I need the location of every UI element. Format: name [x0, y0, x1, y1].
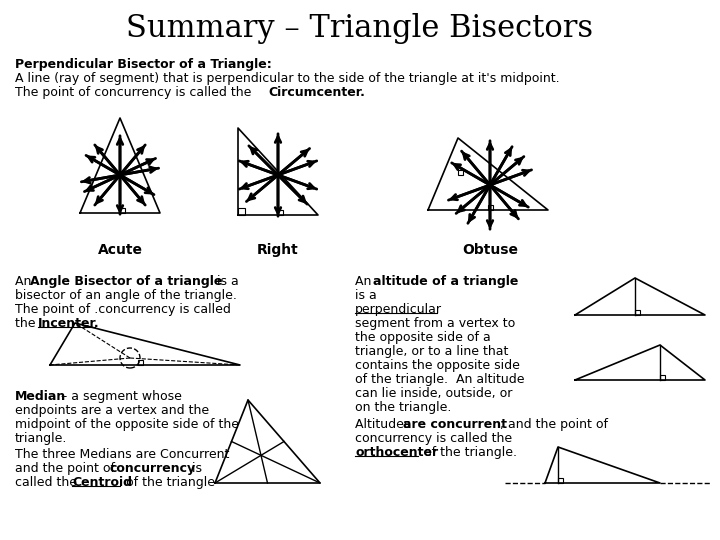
Text: called the: called the [15, 476, 81, 489]
Text: Right: Right [257, 243, 299, 257]
Text: A line (ray of segment) that is perpendicular to the side of the triangle at it': A line (ray of segment) that is perpendi… [15, 72, 559, 85]
Text: endpoints are a vertex and the: endpoints are a vertex and the [15, 404, 209, 417]
Text: Acute: Acute [97, 243, 143, 257]
Text: segment from a vertex to: segment from a vertex to [355, 317, 516, 330]
Text: bisector of an angle of the triangle.: bisector of an angle of the triangle. [15, 289, 237, 302]
Text: triangle.: triangle. [15, 432, 68, 445]
Text: concurrency: concurrency [110, 462, 196, 475]
Text: An: An [15, 275, 35, 288]
Text: are concurrent: are concurrent [403, 418, 507, 431]
Text: , and the point of: , and the point of [500, 418, 608, 431]
Text: altitude of a triangle: altitude of a triangle [373, 275, 518, 288]
Text: Incenter.: Incenter. [38, 317, 99, 330]
Text: An: An [355, 275, 375, 288]
Text: of the triangle.  An altitude: of the triangle. An altitude [355, 373, 524, 386]
Text: Median: Median [15, 390, 66, 403]
Text: is a: is a [355, 289, 377, 302]
Text: Angle Bisector of a triangle: Angle Bisector of a triangle [30, 275, 222, 288]
Text: triangle, or to a line that: triangle, or to a line that [355, 345, 508, 358]
Text: concurrency is called the: concurrency is called the [355, 432, 512, 445]
Text: Summary – Triangle Bisectors: Summary – Triangle Bisectors [127, 12, 593, 44]
Text: Circumcenter.: Circumcenter. [268, 86, 365, 99]
Text: midpoint of the opposite side of the: midpoint of the opposite side of the [15, 418, 239, 431]
Text: on the triangle.: on the triangle. [355, 401, 451, 414]
Text: The point of concurrency is called the: The point of concurrency is called the [15, 86, 256, 99]
Text: contains the opposite side: contains the opposite side [355, 359, 520, 372]
Text: the: the [15, 317, 40, 330]
Text: is a: is a [213, 275, 239, 288]
Text: Obtuse: Obtuse [462, 243, 518, 257]
Text: Perpendicular Bisector of a Triangle:: Perpendicular Bisector of a Triangle: [15, 58, 271, 71]
Text: The three Medians are Concurrent: The three Medians are Concurrent [15, 448, 230, 461]
Text: Altitudes: Altitudes [355, 418, 415, 431]
Text: orthocenter: orthocenter [355, 446, 438, 459]
Text: of the triangle: of the triangle [122, 476, 215, 489]
Text: of the triangle.: of the triangle. [420, 446, 517, 459]
Text: and the point of: and the point of [15, 462, 119, 475]
Text: is: is [188, 462, 202, 475]
Text: The point of .concurrency is called: The point of .concurrency is called [15, 303, 231, 316]
Text: the opposite side of a: the opposite side of a [355, 331, 491, 344]
Text: can lie inside, outside, or: can lie inside, outside, or [355, 387, 513, 400]
Text: – a segment whose: – a segment whose [57, 390, 182, 403]
Text: Centroid: Centroid [72, 476, 132, 489]
Text: perpendicular: perpendicular [355, 303, 442, 316]
